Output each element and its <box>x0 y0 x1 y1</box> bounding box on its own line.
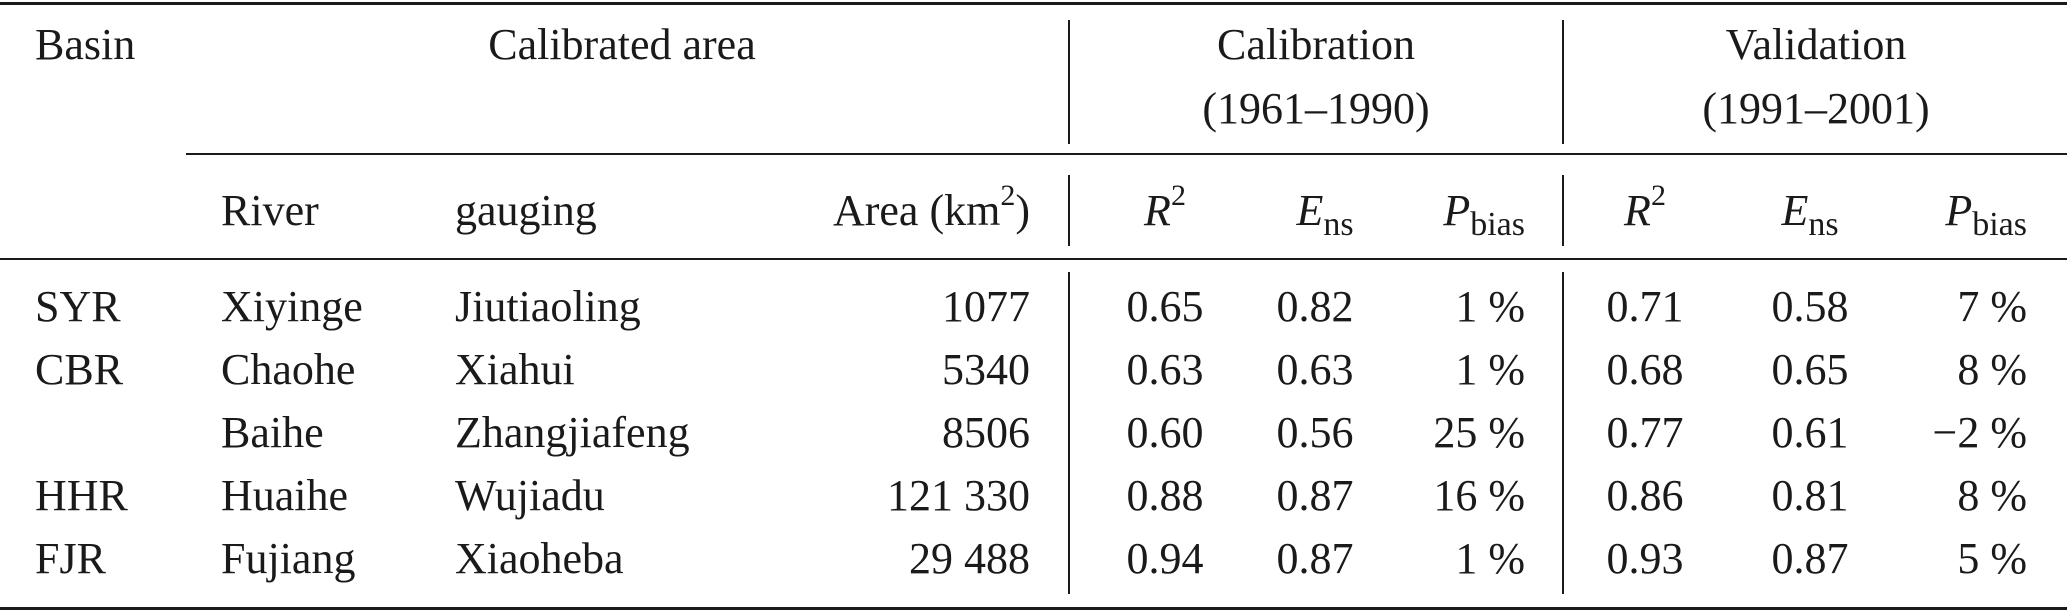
cell-basin: HHR <box>35 471 128 520</box>
header-river: River <box>221 186 319 235</box>
cell-cal-ens: 0.87 <box>1276 471 1354 520</box>
p-symbol: P <box>1443 186 1471 235</box>
vrule-validation-top <box>1562 20 1564 144</box>
cell-cal-pbias: 1 % <box>1455 345 1525 394</box>
area-unit-exponent: 2 <box>1000 179 1016 212</box>
bottom-rule <box>0 607 2067 610</box>
e-symbol: E <box>1781 186 1809 235</box>
header-basin: Basin <box>35 20 136 69</box>
cell-val-pbias: 8 % <box>1957 345 2027 394</box>
cell-gauging: Jiutiaoling <box>455 282 641 331</box>
top-rule <box>0 2 2067 5</box>
cell-val-pbias: 7 % <box>1957 282 2027 331</box>
cell-cal-ens: 0.87 <box>1276 534 1354 583</box>
r-exponent: 2 <box>1170 179 1186 212</box>
e-symbol: E <box>1296 186 1324 235</box>
area-label: Area (km <box>832 186 1001 235</box>
vrule-validation-sub <box>1562 175 1564 246</box>
r-exponent: 2 <box>1650 179 1666 212</box>
header-calibration-period: (1961–1990) <box>1202 84 1430 133</box>
header-gauging: gauging <box>455 186 597 235</box>
cell-val-ens: 0.61 <box>1771 408 1849 457</box>
cell-val-r2: 0.93 <box>1606 534 1684 583</box>
p-subscript: bias <box>1470 206 1525 243</box>
cell-river: Baihe <box>221 408 324 457</box>
cell-area: 121 330 <box>887 471 1030 520</box>
cell-river: Chaohe <box>221 345 356 394</box>
cell-river: Huaihe <box>221 471 349 520</box>
cell-cal-pbias: 25 % <box>1433 408 1525 457</box>
cell-area: 5340 <box>942 345 1030 394</box>
cell-val-r2: 0.77 <box>1606 408 1684 457</box>
cell-val-pbias: 5 % <box>1957 534 2027 583</box>
cell-val-pbias: 8 % <box>1957 471 2027 520</box>
vrule-calibration-top <box>1068 20 1070 144</box>
cell-val-ens: 0.81 <box>1771 471 1849 520</box>
cell-basin: FJR <box>35 534 106 583</box>
cell-area: 1077 <box>942 282 1030 331</box>
cell-area: 8506 <box>942 408 1030 457</box>
area-label-close: ) <box>1015 186 1030 235</box>
cell-gauging: Zhangjiafeng <box>455 408 690 457</box>
header-cal-pbias: Pbias <box>1380 186 1525 242</box>
cell-val-ens: 0.87 <box>1771 534 1849 583</box>
cell-cal-r2: 0.60 <box>1126 408 1204 457</box>
cell-val-r2: 0.71 <box>1606 282 1684 331</box>
p-symbol: P <box>1945 186 1973 235</box>
cell-basin: SYR <box>35 282 121 331</box>
cell-cal-r2: 0.65 <box>1126 282 1204 331</box>
header-val-ens: Ens <box>1735 186 1885 242</box>
cell-gauging: Xiaoheba <box>455 534 624 583</box>
header-calibration: Calibration <box>1217 20 1415 69</box>
p-subscript: bias <box>1972 206 2027 243</box>
header-bottom-rule <box>0 258 2067 260</box>
header-val-r2: R2 <box>1580 181 1710 236</box>
e-subscript: ns <box>1323 206 1354 243</box>
cell-cal-r2: 0.88 <box>1126 471 1204 520</box>
vrule-calibration-body <box>1068 272 1070 594</box>
cell-river: Fujiang <box>221 534 356 583</box>
cell-cal-ens: 0.56 <box>1276 408 1354 457</box>
cell-basin: CBR <box>35 345 124 394</box>
cell-cal-ens: 0.82 <box>1276 282 1354 331</box>
cell-gauging: Xiahui <box>455 345 575 394</box>
r-symbol: R <box>1624 186 1651 235</box>
cell-river: Xiyinge <box>221 282 363 331</box>
header-val-pbias: Pbias <box>1880 186 2027 242</box>
header-validation: Validation <box>1725 20 1907 69</box>
cell-area: 29 488 <box>909 534 1030 583</box>
header-calibrated-area: Calibrated area <box>488 20 756 69</box>
cell-gauging: Wujiadu <box>455 471 605 520</box>
cell-val-r2: 0.86 <box>1606 471 1684 520</box>
cell-cal-r2: 0.63 <box>1126 345 1204 394</box>
header-validation-period: (1991–2001) <box>1702 84 1930 133</box>
sub-header-rule <box>186 153 2067 155</box>
cell-cal-pbias: 1 % <box>1455 534 1525 583</box>
header-area: Area (km2) <box>760 181 1030 236</box>
cell-val-pbias: −2 % <box>1932 408 2027 457</box>
cell-val-ens: 0.65 <box>1771 345 1849 394</box>
e-subscript: ns <box>1808 206 1839 243</box>
vrule-validation-body <box>1562 272 1564 594</box>
cell-cal-pbias: 16 % <box>1433 471 1525 520</box>
r-symbol: R <box>1144 186 1171 235</box>
header-cal-r2: R2 <box>1100 181 1230 236</box>
header-cal-ens: Ens <box>1250 186 1400 242</box>
cell-cal-pbias: 1 % <box>1455 282 1525 331</box>
cell-val-ens: 0.58 <box>1771 282 1849 331</box>
vrule-calibration-sub <box>1068 175 1070 246</box>
cell-cal-r2: 0.94 <box>1126 534 1204 583</box>
cell-val-r2: 0.68 <box>1606 345 1684 394</box>
cell-cal-ens: 0.63 <box>1276 345 1354 394</box>
